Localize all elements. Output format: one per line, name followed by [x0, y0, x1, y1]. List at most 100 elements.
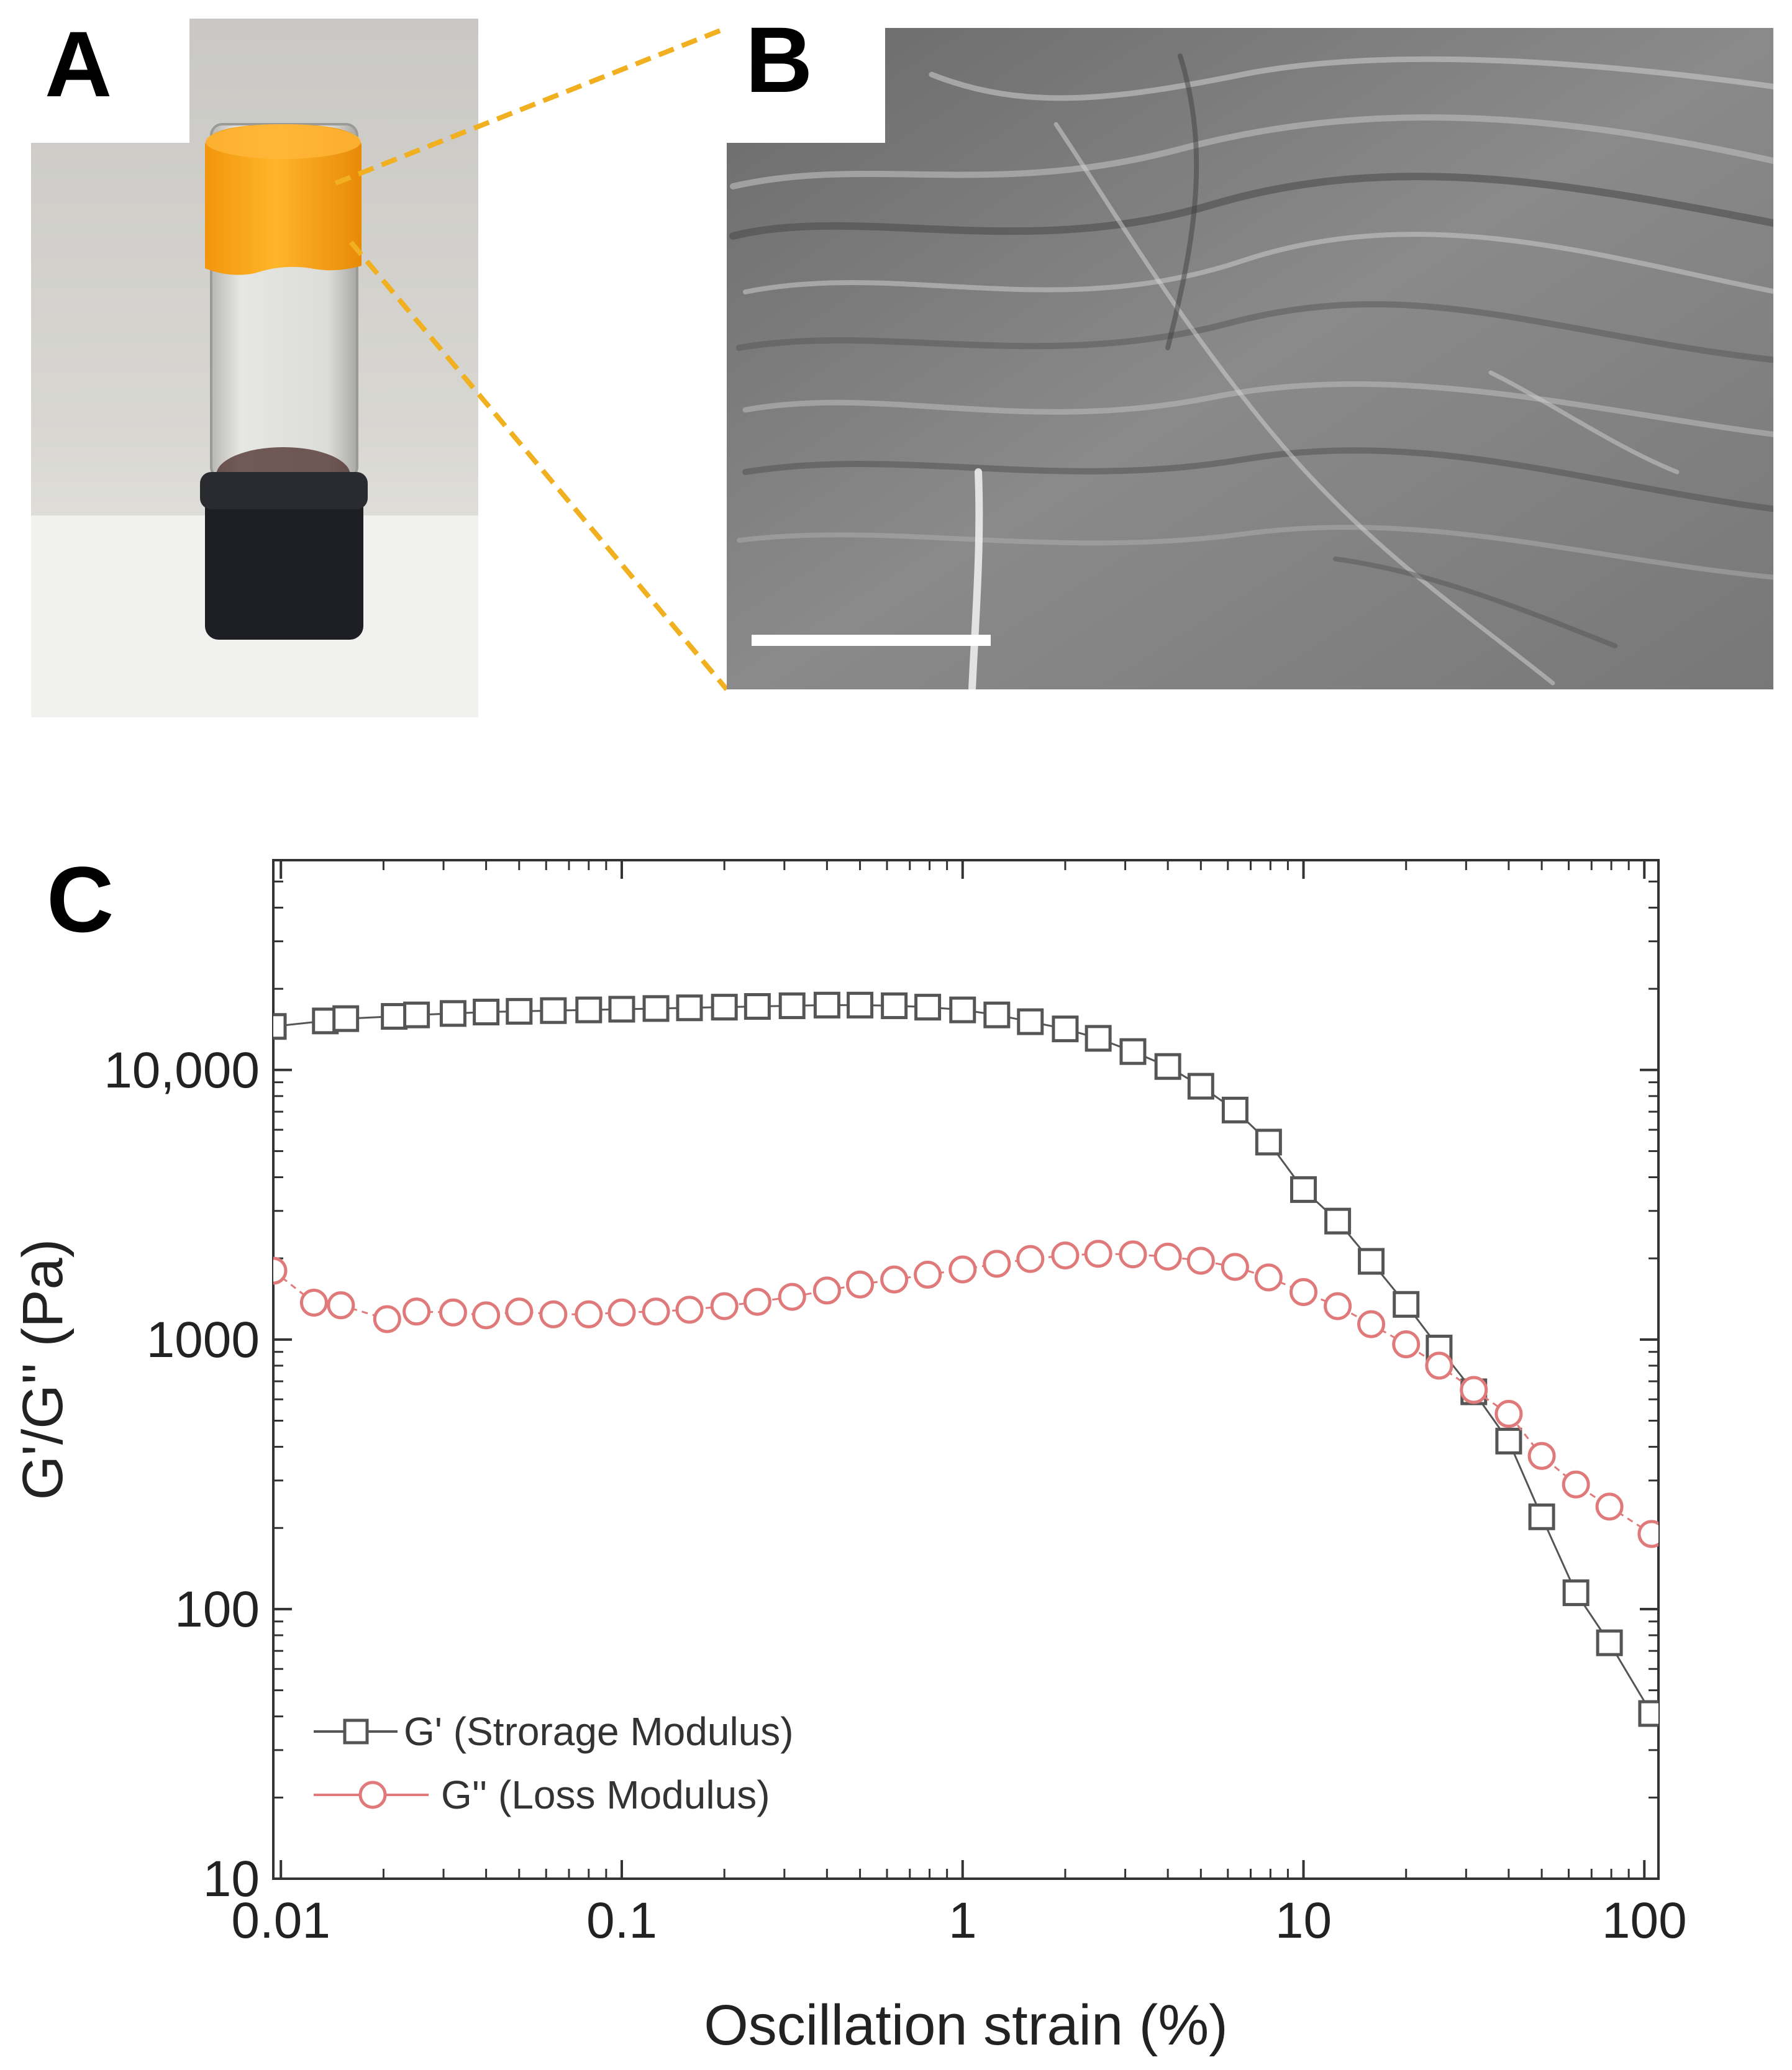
storage-data-point [273, 1013, 287, 1040]
sem-texture [729, 53, 1773, 689]
loss-data-point [1289, 1278, 1318, 1306]
loss-data-point [1324, 1292, 1352, 1320]
photo-panel-a: A [31, 12, 478, 717]
storage-data-point [1562, 1579, 1590, 1607]
loss-data-point [327, 1291, 355, 1320]
storage-data-point [676, 994, 703, 1022]
storage-data-point [949, 996, 976, 1024]
storage-data-point [983, 1001, 1011, 1028]
storage-data-point [332, 1005, 360, 1032]
loss-data-point [1425, 1351, 1453, 1380]
gel-top [206, 124, 361, 159]
loss-data-point [1494, 1400, 1523, 1428]
loss-data-point [1221, 1253, 1249, 1281]
loss-data-point [1392, 1330, 1421, 1359]
x-axis-ticks: 0.01 0.1 1 10 100 [231, 860, 1687, 1949]
y-tick-label: 100 [175, 1581, 260, 1638]
storage-data-point [1358, 1248, 1385, 1275]
legend: G' (Strorage Modulus) G'' (Loss Modulus) [314, 1709, 794, 1817]
loss-data-point [778, 1282, 806, 1311]
storage-data-point [1528, 1503, 1555, 1530]
y-tick-label: 1000 [147, 1312, 260, 1368]
storage-data-point [1324, 1207, 1352, 1235]
storage-data-point [1596, 1629, 1623, 1656]
storage-data-point [575, 996, 603, 1024]
zoom-connector [334, 25, 729, 691]
loss-data-point [1637, 1520, 1658, 1548]
loss-data-point [642, 1297, 670, 1326]
loss-data-point [575, 1300, 603, 1328]
loss-data-point [472, 1301, 501, 1330]
storage-data-point [403, 1001, 430, 1028]
loss-data-point [273, 1256, 288, 1285]
loss-data-point [1562, 1470, 1590, 1499]
panel-label-b: B [745, 7, 812, 112]
loss-data-point [710, 1292, 739, 1320]
sem-image [727, 28, 1773, 689]
gel-sample [205, 124, 362, 275]
chart-panel-c: C 0.01 0.1 1 10 100 10 100 1000 10,000 Oscillat… [11, 847, 1687, 2057]
loss-data-point [539, 1300, 568, 1328]
legend-marker-loss [358, 1781, 387, 1809]
loss-data-point [373, 1305, 401, 1333]
storage-data-point [914, 994, 942, 1021]
loss-data-point [846, 1270, 875, 1299]
storage-data-point [847, 991, 874, 1019]
y-tick-label: 10 [203, 1851, 260, 1907]
storage-data-point [1119, 1038, 1147, 1065]
storage-data-point [642, 995, 670, 1022]
legend-label-loss: G'' (Loss Modulus) [441, 1773, 770, 1817]
storage-data-point [778, 992, 806, 1019]
storage-data-point [1187, 1073, 1214, 1100]
loss-data-point [1357, 1310, 1386, 1338]
storage-data-point [473, 999, 500, 1026]
storage-data-point [439, 1000, 466, 1027]
loss-data-point [743, 1287, 771, 1316]
loss-data-point [1119, 1240, 1147, 1269]
vial-cap [205, 472, 363, 640]
loss-data-point [403, 1297, 431, 1326]
storage-data-point [506, 997, 533, 1025]
loss-data-point [1254, 1263, 1283, 1292]
x-tick-label: 1 [948, 1892, 977, 1949]
x-tick-label: 0.01 [231, 1892, 330, 1949]
loss-data-point [914, 1260, 942, 1289]
legend-marker-storage [343, 1718, 369, 1745]
storage-data-point [744, 993, 771, 1020]
storage-data-point [1393, 1291, 1420, 1318]
storage-data-point [1221, 1096, 1248, 1124]
loss-data-point [1186, 1246, 1215, 1275]
storage-data-point [711, 994, 738, 1021]
storage-data-point [1290, 1176, 1317, 1203]
y-tick-label: 10,000 [104, 1042, 260, 1099]
loss-data-point [1460, 1376, 1488, 1404]
storage-data-point [881, 992, 908, 1019]
loss-data-point [607, 1298, 636, 1327]
scale-bar [752, 635, 991, 646]
storage-data-point [1495, 1427, 1522, 1455]
loss-data-point [880, 1265, 909, 1294]
vial-cap-ring [200, 472, 368, 509]
storage-data-point [381, 1003, 408, 1030]
loss-data-point [812, 1276, 841, 1305]
y-axis-title: G'/G'' (Pa) [11, 1239, 75, 1500]
loss-data-point [439, 1298, 467, 1327]
loss-data-point [505, 1297, 534, 1326]
x-axis-title: Oscillation strain (%) [704, 1994, 1228, 2057]
x-tick-label: 100 [1602, 1892, 1687, 1949]
loss-data-point [1084, 1240, 1112, 1268]
x-tick-label: 10 [1275, 1892, 1332, 1949]
storage-data-point [1017, 1008, 1044, 1035]
storage-data-point [1085, 1025, 1112, 1052]
storage-data-point [1638, 1700, 1658, 1727]
loss-data-point [299, 1289, 328, 1317]
storage-data-point [540, 997, 567, 1024]
legend-label-storage: G' (Strorage Modulus) [404, 1709, 794, 1754]
loss-data-point [1016, 1245, 1045, 1273]
zoom-line-bottom [348, 240, 729, 691]
storage-data-point [1255, 1128, 1282, 1156]
x-tick-label: 0.1 [586, 1892, 657, 1949]
zoom-line-top [334, 25, 728, 186]
storage-data-point [608, 996, 635, 1023]
